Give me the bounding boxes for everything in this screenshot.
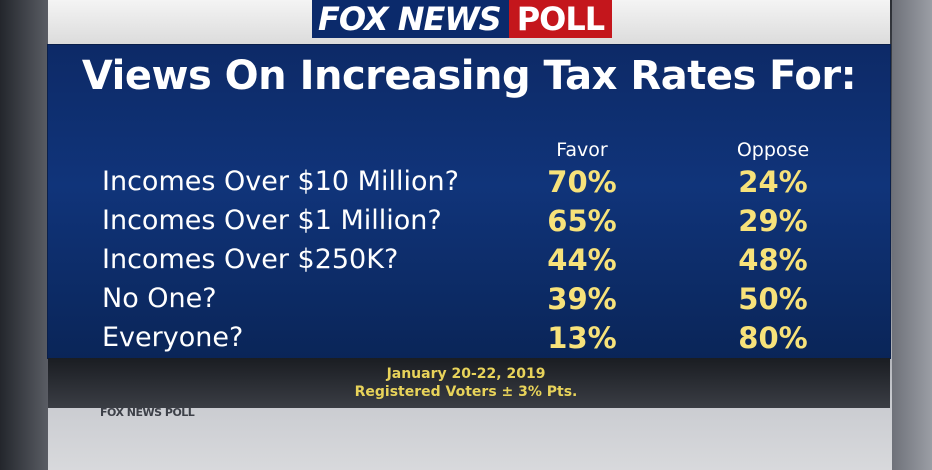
- chart-title: Views On Increasing Tax Rates For:: [81, 53, 857, 99]
- favor-value: 13%: [547, 321, 617, 355]
- column-header-oppose: Oppose: [736, 139, 810, 161]
- row-label: Incomes Over $250K?: [102, 244, 399, 275]
- footer-band: [48, 358, 890, 408]
- favor-value: 39%: [547, 282, 617, 316]
- oppose-value: 50%: [738, 282, 808, 316]
- row-label: Everyone?: [102, 322, 244, 353]
- fox-news-poll-logo: FOX NEWS POLL: [312, 0, 613, 38]
- oppose-value: 48%: [738, 243, 808, 277]
- oppose-value: 80%: [738, 321, 808, 355]
- logo-brand: FOX NEWS: [312, 0, 509, 38]
- favor-value: 44%: [547, 243, 617, 277]
- poll-sample: Registered Voters ± 3% Pts.: [354, 384, 578, 400]
- background-left: [0, 0, 48, 470]
- watermark-logo: FOX NEWS POLL: [100, 406, 195, 419]
- favor-value: 65%: [547, 204, 617, 238]
- oppose-value: 29%: [738, 204, 808, 238]
- background-right: [892, 0, 932, 470]
- row-label: No One?: [102, 283, 217, 314]
- poll-date: January 20-22, 2019: [386, 366, 546, 382]
- row-label: Incomes Over $10 Million?: [102, 166, 459, 197]
- oppose-value: 24%: [738, 165, 808, 199]
- favor-value: 70%: [547, 165, 617, 199]
- poll-panel: Views On Increasing Tax Rates For: Favor…: [48, 45, 890, 358]
- column-header-favor: Favor: [556, 139, 608, 161]
- logo-poll: POLL: [508, 0, 613, 38]
- row-label: Incomes Over $1 Million?: [102, 205, 442, 236]
